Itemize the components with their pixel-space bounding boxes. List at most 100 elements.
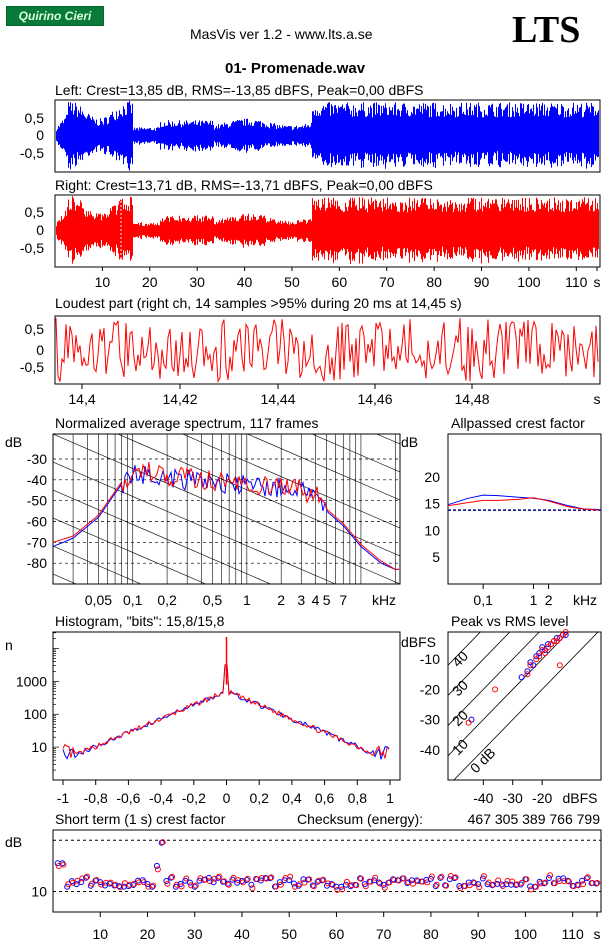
crest-left-point	[187, 879, 193, 886]
histogram-tick-label: -0,6	[116, 790, 140, 806]
histogram-tick-label: -0,8	[84, 790, 108, 806]
right-ytick: 0,5	[25, 204, 45, 220]
crest-right-point	[306, 876, 313, 883]
loudest-ytick: 0	[36, 342, 44, 358]
crest-left-point	[475, 881, 482, 888]
crest-left-point	[205, 874, 212, 881]
crest-right-point	[466, 882, 473, 889]
crest-right-point	[112, 881, 119, 888]
spectrum-left-line	[52, 465, 399, 570]
crest-right-point	[84, 873, 91, 880]
crest-tick-label: s	[594, 926, 601, 942]
crest-right-point	[159, 839, 166, 846]
crest-left-point	[508, 881, 515, 888]
histogram-tick-label: 0,8	[348, 790, 368, 806]
crest-left-point	[404, 880, 411, 887]
left-ytick: 0	[36, 127, 44, 143]
spectrum-ytick: -50	[27, 493, 47, 509]
allpass-tick-label: 0,1	[473, 592, 493, 608]
histogram-tick-label: -1	[57, 790, 70, 806]
crest-right-point	[343, 878, 350, 885]
peakrms-left-point	[518, 674, 525, 681]
crest-right-point	[244, 875, 251, 882]
histogram-tick-label: -0,4	[149, 790, 173, 806]
crest-right-point	[381, 884, 388, 891]
peakrms-diag-label: 0 dB	[467, 744, 499, 776]
loudest-waveform	[55, 318, 599, 384]
crest-right-point	[107, 879, 114, 886]
crest-right-point	[424, 879, 431, 886]
allpass-title: Allpassed crest factor	[451, 415, 585, 431]
peakrms-diagonal	[448, 632, 540, 726]
crest-left-point	[328, 881, 335, 888]
crest-right-point	[353, 882, 360, 889]
spectrum-slope	[181, 434, 400, 529]
crest-left-point	[248, 881, 255, 888]
crest-right-point	[476, 884, 483, 891]
crest-tick-label: 50	[281, 926, 297, 942]
peakrms-right-point	[492, 686, 499, 693]
crest-right-point	[433, 881, 440, 888]
loudest-ytick: 0,5	[25, 321, 45, 337]
crest-tick-label: 30	[187, 926, 203, 942]
crest-right-point	[320, 876, 327, 883]
peakrms-tick-label: dBFS	[562, 790, 597, 806]
allpass-tick-label: 1	[530, 592, 538, 608]
spectrum-tick-label: 1	[243, 592, 251, 608]
file-title: 01- Promenade.wav	[225, 60, 366, 77]
crest-tick-label: 90	[470, 926, 486, 942]
spectrum-tick-label: 2	[277, 592, 285, 608]
histogram-tick-label: 0,2	[249, 790, 269, 806]
allpass-ylabel: dB	[401, 434, 418, 450]
histogram-ytick: 10	[31, 739, 47, 755]
crest-right-point	[230, 874, 237, 881]
left-title: Left: Crest=13,85 dB, RMS=-13,85 dBFS, P…	[55, 82, 423, 98]
crest-right-point	[117, 884, 124, 891]
crest-right-point	[178, 883, 185, 890]
loudest-tick-label: 14,46	[357, 391, 392, 407]
peakrms-diag-label: 20	[449, 707, 471, 729]
time-tick-label: 80	[426, 274, 442, 290]
checksum-value: 467 305 389 766 799	[468, 811, 601, 827]
crest-right-point	[584, 874, 591, 881]
crest-tick-label: 110	[561, 926, 584, 942]
time-tick-label: 10	[95, 274, 111, 290]
crest-right-point	[428, 873, 435, 880]
crest-right-point	[509, 878, 516, 885]
allpass-tick-label: kHz	[573, 592, 597, 608]
crest-right-point	[594, 879, 601, 886]
right-waveform	[56, 196, 599, 264]
peakrms-diag-label: 10	[449, 736, 471, 758]
crest-right-point	[88, 880, 95, 887]
lts-logo: LTS	[512, 9, 581, 51]
histogram-tick-label: 1	[386, 790, 394, 806]
crest-right-point	[211, 875, 218, 882]
peakrms-diagonal	[453, 632, 599, 780]
peakrms-diagonal	[448, 632, 481, 666]
crest-title: Short term (1 s) crest factor	[55, 811, 226, 827]
spectrum-tick-label: 0,2	[157, 592, 177, 608]
crest-left-point	[451, 875, 458, 882]
crest-right-point	[301, 879, 308, 886]
crest-left-point	[73, 881, 80, 888]
spectrum-ylabel: dB	[5, 434, 22, 450]
spectrum-slope	[53, 434, 400, 584]
crest-right-point	[410, 880, 416, 887]
spectrum-ytick: -30	[27, 451, 47, 467]
peakrms-left-point	[536, 650, 543, 657]
crest-left-point	[541, 880, 548, 887]
time-tick-label: 100	[517, 274, 541, 290]
peakrms-diagonal	[448, 632, 511, 696]
crest-right-point	[150, 882, 157, 889]
crest-right-point	[362, 883, 369, 890]
loudest-tick-label: 14,44	[260, 391, 295, 407]
spectrum-slope	[53, 238, 400, 388]
allpass-ytick: 15	[424, 496, 440, 512]
time-tick-label: 70	[379, 274, 395, 290]
crest-left-point	[210, 879, 217, 886]
crest-right-point	[277, 881, 284, 888]
allpass-right-line	[447, 497, 599, 511]
spectrum-tick-label: 0,5	[203, 592, 223, 608]
crest-right-point	[268, 874, 275, 881]
